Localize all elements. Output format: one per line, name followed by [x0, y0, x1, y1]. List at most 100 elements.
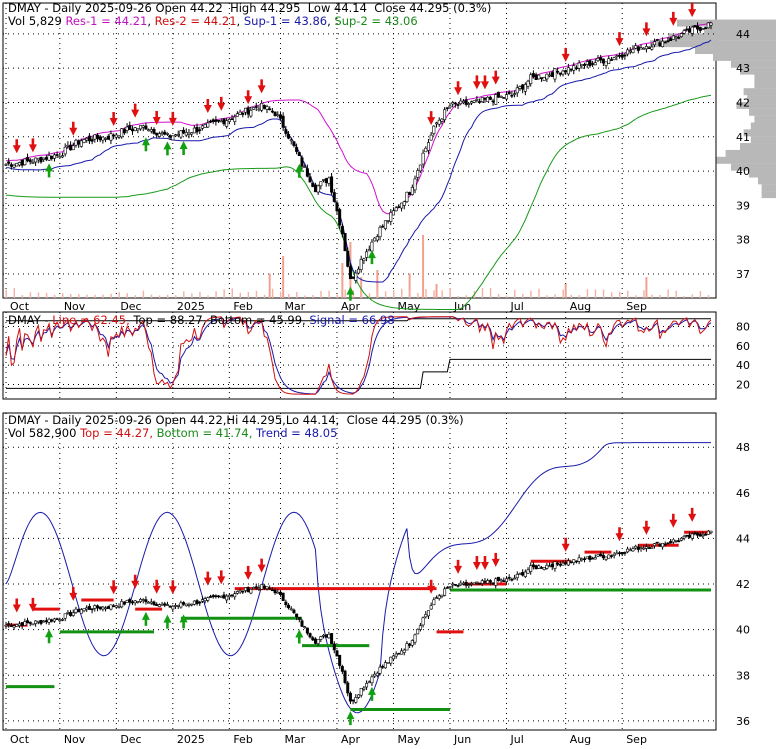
- candle-body-242: [655, 39, 659, 41]
- candle-body-99: [270, 110, 274, 113]
- volume-profile-bar-9: [754, 81, 776, 89]
- p3-candle-body-152: [413, 634, 417, 643]
- volume-bar-small-144: [392, 289, 395, 298]
- p3-candle-body-186: [504, 578, 508, 583]
- buy-arrow-2: [163, 141, 172, 156]
- candle-body-3: [12, 164, 16, 168]
- candle-body-187: [507, 91, 511, 95]
- p3-candle-body-173: [470, 583, 474, 585]
- volume-bar-small-84: [231, 288, 233, 298]
- candle-body-180: [488, 96, 492, 100]
- p3-candle-body-84: [230, 594, 234, 597]
- p1-xtick-May: May: [397, 300, 420, 313]
- sup2-label: Sup-2 = 43.06: [334, 14, 418, 28]
- p3-candle-body-155: [421, 617, 425, 626]
- volume-bar-small-240: [651, 294, 653, 298]
- volume-bar-small-42: [118, 292, 120, 298]
- volume-bar-small-111: [304, 295, 306, 298]
- candle-body-86: [235, 113, 239, 117]
- p3-candle-body-223: [604, 556, 608, 560]
- candle-body-143: [389, 212, 393, 222]
- p3-candle-body-192: [521, 572, 525, 576]
- candle-body-228: [618, 55, 622, 57]
- candle-body-151: [410, 187, 414, 195]
- p3-candle-body-219: [593, 557, 597, 560]
- p3-candle-body-185: [502, 580, 506, 583]
- volume-bar-small-201: [546, 295, 548, 298]
- candle-body-11: [34, 157, 38, 163]
- candle-body-112: [305, 168, 309, 177]
- p3-candle-body-24: [69, 612, 73, 616]
- p3-candle-body-206: [558, 564, 562, 566]
- volume-bar-small-51: [142, 290, 145, 298]
- volume-bar-5: [376, 270, 379, 298]
- panel3-bottom-label: Bottom = 41.74,: [156, 426, 253, 440]
- p3-candle-body-81: [222, 594, 226, 599]
- candle-body-67: [184, 132, 188, 136]
- p3-candle-body-85: [233, 593, 237, 598]
- volume-bar-small-246: [667, 289, 669, 298]
- volume-bar-small-9: [29, 292, 32, 298]
- p3-buy-arrow-3: [179, 614, 188, 629]
- candle-body-193: [523, 84, 527, 92]
- candle-body-14: [42, 157, 46, 160]
- p3-candle-body-194: [526, 569, 530, 574]
- p3-candle-body-201: [545, 564, 549, 569]
- p3-candle-body-117: [319, 636, 323, 640]
- candle-body-1: [7, 161, 11, 164]
- candle-body-241: [652, 41, 656, 46]
- candle-body-168: [456, 104, 460, 106]
- p3-candle-body-0: [4, 624, 8, 627]
- candle-body-102: [278, 114, 282, 119]
- candle-body-188: [510, 94, 514, 97]
- volume-bar-6: [408, 273, 411, 298]
- candle-body-32: [90, 139, 94, 142]
- candle-body-145: [394, 207, 398, 212]
- p3-candle-body-39: [109, 604, 113, 610]
- buy-arrow-6: [367, 250, 376, 265]
- candle-body-260: [704, 27, 708, 30]
- p3-candle-body-257: [696, 532, 700, 536]
- volume-bar-small-168: [457, 295, 459, 298]
- p3-candle-body-224: [607, 554, 611, 559]
- p3-candle-body-1: [7, 623, 11, 625]
- candle-body-184: [499, 95, 503, 98]
- candle-body-51: [141, 125, 145, 128]
- volume-profile-bar-3: [650, 40, 776, 48]
- candle-body-30: [85, 137, 89, 141]
- candle-body-203: [550, 72, 554, 77]
- candle-body-134: [365, 251, 369, 258]
- volume-profile-bar-5: [713, 53, 776, 61]
- candle-body-68: [187, 132, 191, 135]
- volume-bar-small-261: [707, 295, 710, 298]
- volume-bar-small-171: [465, 295, 468, 298]
- candle-body-69: [190, 132, 194, 135]
- p3-sell-arrow-12: [454, 559, 463, 574]
- candle-body-245: [663, 41, 667, 44]
- p3-candle-body-5: [17, 623, 21, 626]
- panel3-title: DMAY - Daily 2025-09-26 Open 44.22,Hi 44…: [8, 413, 464, 427]
- p3-candle-body-31: [87, 606, 91, 610]
- candle-body-243: [658, 42, 662, 46]
- candle-body-212: [574, 67, 578, 70]
- p3-candle-body-213: [577, 557, 581, 562]
- candle-body-127: [346, 250, 350, 267]
- candle-body-213: [577, 62, 581, 69]
- p3-candle-body-12: [36, 620, 40, 623]
- p3-candle-body-95: [260, 584, 264, 590]
- p3-candle-body-238: [644, 546, 648, 549]
- p3-candle-body-28: [79, 609, 83, 614]
- panel3-levels: Vol 582,900 Top = 44.27, Bottom = 41.74,…: [8, 427, 337, 440]
- p3-candle-body-176: [478, 583, 482, 585]
- candle-body-154: [418, 164, 422, 172]
- sell-arrow-10: [257, 79, 266, 94]
- candle-body-64: [176, 134, 180, 136]
- p3-candle-body-99: [270, 589, 274, 592]
- panel2-symbol: DMAY -: [8, 313, 53, 327]
- candle-body-110: [300, 157, 304, 167]
- p3-candle-body-46: [128, 598, 132, 603]
- sell-arrow-5: [152, 111, 161, 126]
- buy-arrow-3: [179, 141, 188, 156]
- volume-bar-small-138: [376, 290, 379, 298]
- p3-candle-body-50: [139, 599, 143, 602]
